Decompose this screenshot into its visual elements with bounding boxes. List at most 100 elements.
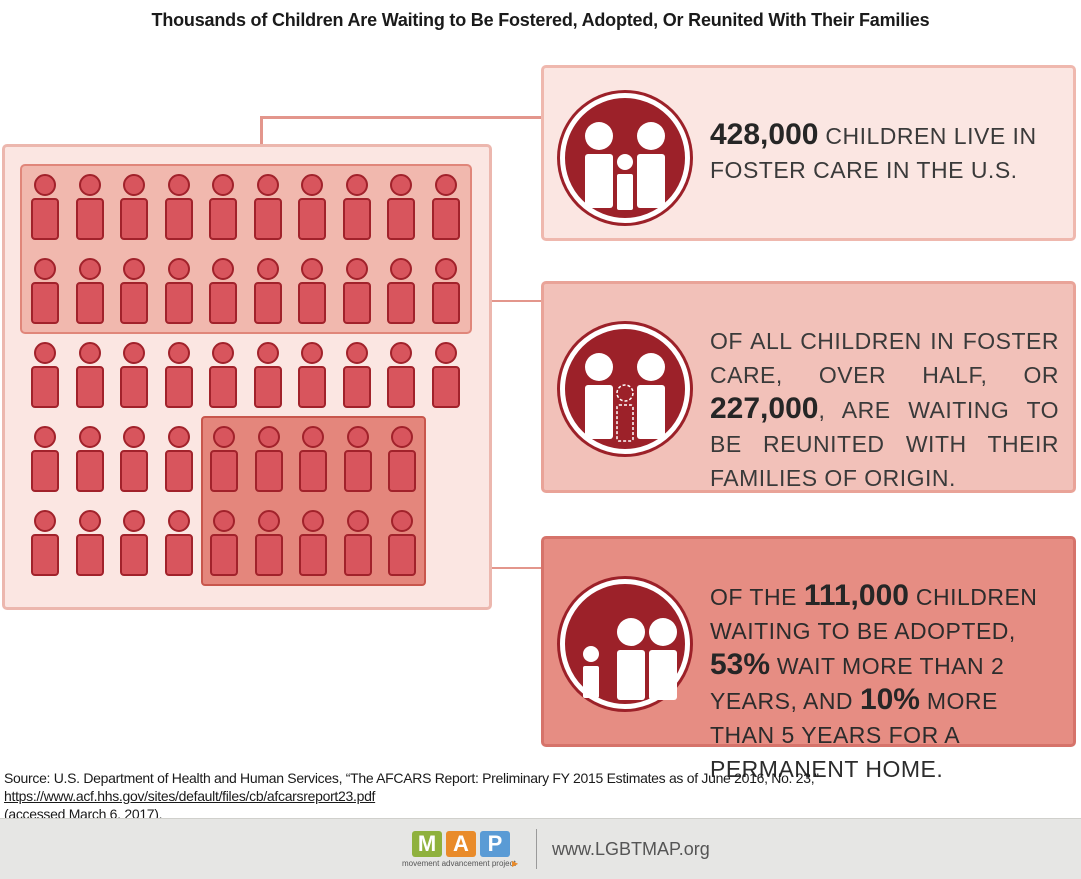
source-link[interactable]: https://www.acf.hhs.gov/sites/default/fi… [4,788,376,804]
child-head [302,510,324,532]
child-head [256,174,279,196]
family-missing-child-icon [560,324,690,454]
reunification-post: , are waiting to be reunited with their … [710,397,1059,491]
child-body [254,534,283,576]
child-body [120,450,148,492]
child-head [34,174,56,196]
child-head [34,342,56,364]
child-head [213,426,235,448]
logo-tagline: movement advancement project [402,859,516,868]
logo-letter-p: P [480,831,510,857]
child-head [167,258,190,280]
child-head [123,426,145,448]
child-body [388,450,416,492]
child-head [213,510,235,532]
child-body [31,366,59,408]
child-body [343,450,372,492]
child-head [390,258,412,280]
child-head [345,258,368,280]
logo-letter-m: M [412,831,442,857]
footer-divider [536,829,537,869]
family-icon [560,93,690,223]
child-head [167,342,190,364]
child-body [299,534,327,576]
map-logo[interactable]: M A P movement advancement project ▶ [402,831,524,871]
child-body [164,198,193,240]
child-body [164,534,193,576]
footer: M A P movement advancement project ▶ www… [0,818,1081,879]
child-head [301,342,323,364]
child-body [343,534,372,576]
foster-care-number: 428,000 [710,118,819,151]
child-body [342,198,371,240]
child-body [210,534,238,576]
child-head [167,510,190,532]
child-body [298,366,326,408]
child-body [387,198,415,240]
child-body [120,282,148,324]
adoption-pct-53: 53% [710,648,771,681]
child-body [31,198,59,240]
child-head [434,342,457,364]
child-body [342,366,371,408]
connector-panel1-vertical [260,116,263,146]
child-head [346,426,369,448]
child-body [210,450,238,492]
child-body [31,534,59,576]
child-head [167,174,190,196]
child-head [212,174,234,196]
child-head [212,342,234,364]
child-head [301,258,323,280]
child-head [434,174,457,196]
child-body [164,366,193,408]
child-body [75,450,104,492]
child-head [78,426,101,448]
child-body [209,198,237,240]
logo-arrow-icon: ▶ [512,859,519,868]
child-body [253,198,282,240]
adoption-panel: Of the 111,000 children waiting to be ad… [541,536,1076,782]
foster-care-panel: 428,000 children live in foster care in … [541,65,1076,241]
child-head [345,174,368,196]
child-body [120,366,148,408]
child-body [209,282,237,324]
child-body [120,198,148,240]
adoption-text: Of the 111,000 children waiting to be ad… [710,579,1059,786]
page-title: Thousands of Children Are Waiting to Be … [151,10,930,30]
child-body [75,534,104,576]
child-body [387,366,415,408]
child-body [342,282,371,324]
child-body [299,450,327,492]
child-head [301,174,323,196]
child-head [123,174,145,196]
child-head [123,510,145,532]
foster-care-post: children live in foster care in the U.S. [710,123,1037,183]
child-head [346,510,369,532]
child-head [212,258,234,280]
reunification-panel: Of all children in foster care, over hal… [541,281,1076,493]
adoption-icon [560,579,690,709]
child-head [34,426,56,448]
reunification-text: Of all children in foster care, over hal… [710,324,1059,495]
adoption-number: 111,000 [803,579,909,612]
child-body [164,450,193,492]
child-head [256,258,279,280]
child-head [391,510,413,532]
child-body [431,282,460,324]
child-head [34,258,56,280]
child-body [387,282,415,324]
child-body [31,282,59,324]
child-body [298,282,326,324]
child-head [78,258,101,280]
adoption-pre: Of the [710,584,804,610]
child-body [209,366,237,408]
adoption-mid1: children waiting to be adopted, [710,584,1038,644]
child-body [75,198,104,240]
child-head [257,426,280,448]
reunification-number: 227,000 [710,392,819,425]
connector-panel2 [470,300,543,302]
footer-url[interactable]: www.LGBTMAP.org [552,839,710,859]
child-head [390,342,412,364]
